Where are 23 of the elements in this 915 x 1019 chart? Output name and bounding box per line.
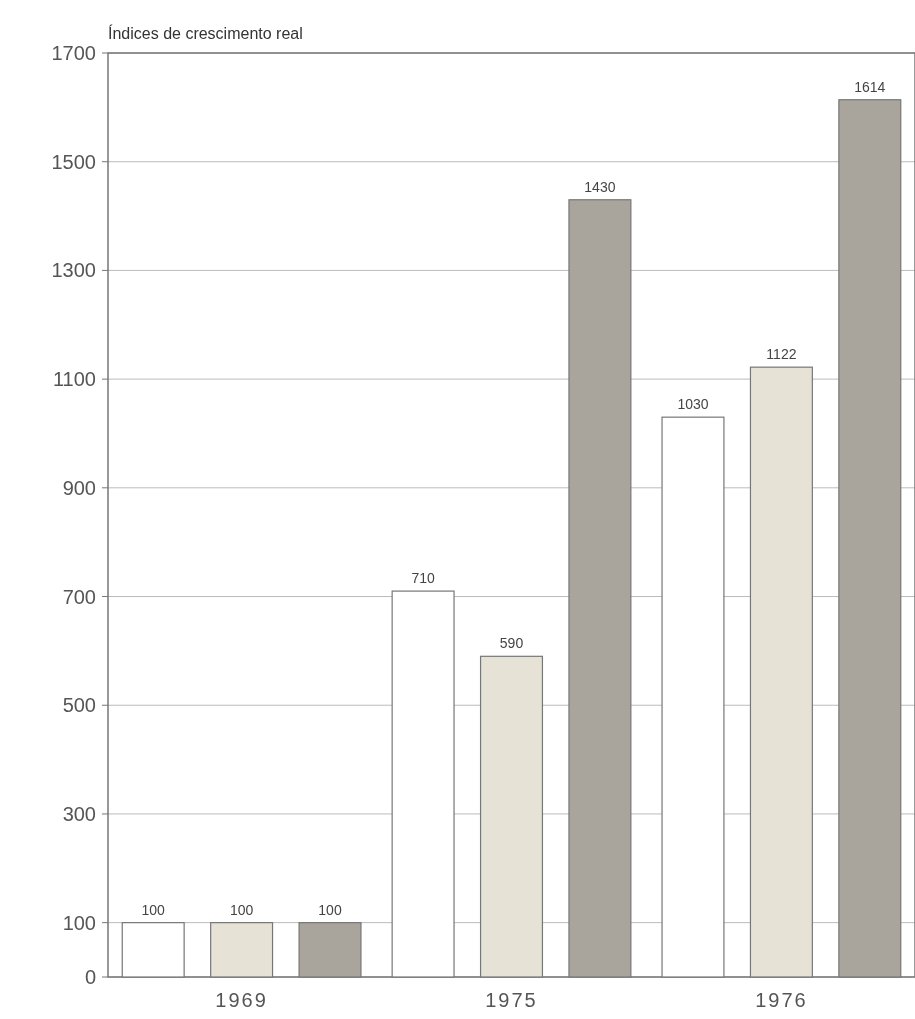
- y-tick-label: 500: [62, 694, 96, 717]
- data-label: 1030: [677, 396, 709, 413]
- data-label: 100: [141, 901, 166, 918]
- y-tick-label: 1700: [51, 42, 96, 64]
- y-tick-label: 0: [84, 966, 96, 988]
- x-tick-label: 1976: [755, 989, 808, 1011]
- data-label: 590: [499, 635, 524, 652]
- y-tick-label: 900: [62, 476, 96, 499]
- y-axis-title: Índices de crescimento real: [108, 24, 303, 42]
- data-label: 1614: [854, 78, 886, 95]
- data-label: 1430: [584, 178, 616, 195]
- y-tick-label: 1300: [51, 259, 96, 282]
- data-label: 100: [229, 901, 254, 918]
- y-tick-label: 100: [62, 911, 96, 934]
- data-label: 710: [411, 570, 435, 587]
- data-label: 100: [318, 901, 342, 918]
- x-tick-label: 1969: [215, 989, 268, 1011]
- x-tick-label: 1975: [485, 989, 538, 1011]
- y-tick-label: 300: [62, 802, 96, 825]
- y-tick-label: 1100: [52, 368, 96, 391]
- y-tick-label: 700: [62, 585, 96, 608]
- y-tick-label: 1500: [51, 150, 96, 173]
- data-label: 1122: [766, 346, 797, 363]
